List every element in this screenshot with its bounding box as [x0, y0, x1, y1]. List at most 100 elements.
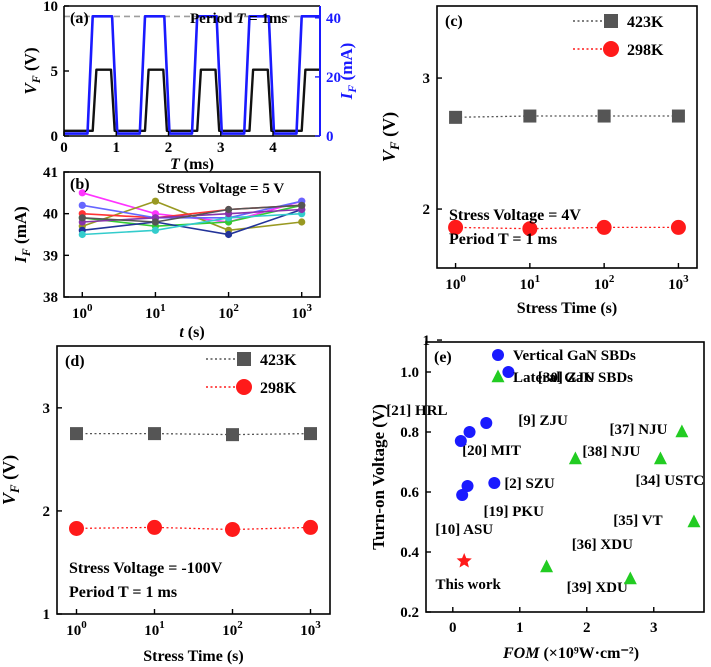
series-line [82, 200, 302, 219]
series-line [455, 115, 679, 118]
y-left-tick-label: 0 [51, 129, 59, 145]
series-line-vf [64, 68, 320, 133]
point-label: [38] NJU [582, 444, 640, 460]
data-point [675, 424, 689, 438]
y-tick-label: 0.2 [400, 605, 419, 621]
y-right-tick-label: 40 [326, 11, 341, 27]
point-label: [37] NJU [610, 422, 668, 438]
legend-marker [492, 349, 504, 361]
x-tick-label: 3 [650, 620, 658, 636]
point-label: [2] SZU [504, 476, 555, 492]
y-tick-label: 40 [43, 207, 58, 223]
legend-label: 423K [260, 352, 297, 369]
y-tick-label: 2 [43, 504, 51, 520]
y-left-tick-label: 5 [51, 64, 59, 80]
data-point [488, 477, 501, 489]
data-point [151, 226, 160, 234]
x-tick-label: 100 [72, 302, 93, 322]
x-tick-label: 100 [66, 619, 87, 639]
data-point [151, 218, 160, 226]
series-line [76, 526, 311, 531]
x-axis-label: Stress Time (s) [143, 648, 243, 665]
legend-marker [237, 352, 251, 366]
point-label: [30] ZJU [538, 370, 595, 386]
data-point [303, 519, 318, 535]
data-point [463, 426, 476, 438]
legend-marker [604, 14, 618, 28]
series-line [82, 208, 302, 236]
x-axis-label: t (s) [179, 324, 204, 341]
point-label: [10] ASU [435, 522, 493, 538]
x-axis-label: T (ms) [170, 156, 214, 173]
data-point [449, 110, 463, 124]
data-point [147, 519, 162, 535]
data-point [671, 109, 685, 123]
y-tick-label: 1 [423, 333, 431, 349]
legend-label: Lateral GaN SBDs [513, 370, 633, 386]
data-point [540, 559, 554, 573]
data-point [653, 451, 667, 465]
annotation-line: Stress Voltage = -100V [69, 560, 223, 577]
data-point [298, 201, 306, 209]
point-label: [35] VT [613, 513, 662, 529]
x-tick-label: 1 [516, 620, 524, 636]
data-point [623, 571, 637, 585]
point-label: [21] HRL [386, 403, 447, 419]
data-point [597, 109, 611, 123]
y-tick-label: 3 [423, 71, 431, 87]
y-right-tick-label: 20 [326, 70, 341, 86]
data-point [480, 417, 493, 429]
data-point [523, 109, 537, 123]
legend-label: 298K [260, 380, 297, 397]
x-tick-label: 101 [144, 619, 165, 639]
x-axis-label: FOM (×10⁹W·cm⁻²) [502, 645, 639, 662]
point-label: [39] XDU [567, 580, 628, 596]
point-label: [19] PKU [484, 504, 545, 520]
y-axis-label: Turn-on Voltage (V) [369, 404, 388, 550]
data-point [687, 514, 701, 528]
x-tick-label: 0 [449, 620, 457, 636]
data-point [151, 197, 160, 205]
y-tick-label: 1 [43, 607, 51, 623]
point-label: [34] USTC [636, 473, 705, 489]
series-line [82, 204, 302, 223]
point-label: [36] XDU [572, 537, 633, 553]
x-tick-label: 100 [445, 273, 466, 293]
point-label: This work [435, 577, 501, 593]
data-point [226, 428, 239, 442]
y-left-axis-label: VF (V) [21, 47, 43, 94]
panel-label: (e) [434, 349, 452, 366]
x-tick-label: 103 [668, 273, 689, 293]
legend-marker [236, 379, 252, 395]
y-tick-label: 39 [43, 248, 58, 264]
data-point [502, 366, 515, 378]
y-tick-label: 1.0 [400, 365, 419, 381]
data-point [522, 221, 538, 237]
legend-marker [491, 369, 505, 383]
legend-label: Vertical GaN SBDs [513, 348, 636, 364]
legend-marker [603, 41, 619, 57]
data-point [456, 489, 469, 501]
data-point [78, 189, 86, 197]
data-point [448, 219, 464, 235]
series-line-if [64, 14, 320, 135]
data-point [461, 480, 474, 492]
panel-label: (b) [70, 176, 90, 193]
x-tick-label: 103 [300, 619, 321, 639]
panel-label: (a) [70, 10, 89, 27]
plot-frame [56, 345, 331, 615]
x-tick-label: 4 [269, 140, 277, 156]
series-line [76, 432, 311, 436]
legend-label: 298K [627, 42, 664, 59]
data-point [70, 427, 83, 441]
y-tick-label: 0.8 [400, 425, 419, 441]
period-annotation: Period T = 1ms [190, 11, 287, 27]
series-line [82, 212, 302, 236]
y-tick-label: 41 [43, 165, 58, 181]
series-line [455, 226, 679, 230]
point-label: [9] ZJU [518, 413, 568, 429]
y-axis-label: IF (mA) [11, 206, 33, 264]
x-tick-label: 102 [594, 273, 615, 293]
data-point [69, 520, 84, 536]
y-tick-label: 2 [423, 202, 431, 218]
